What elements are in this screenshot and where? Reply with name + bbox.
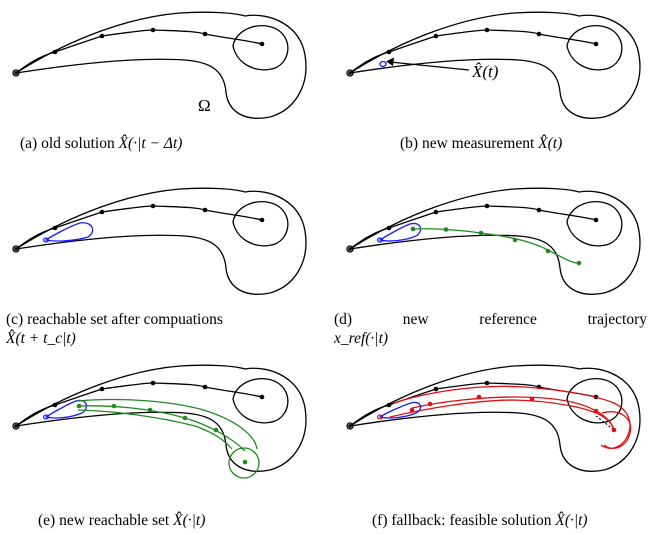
domain-boundary — [349, 364, 641, 472]
trajectory-point — [536, 31, 542, 37]
target-region — [232, 378, 289, 424]
target-region — [232, 25, 289, 71]
trajectory-point — [202, 31, 208, 37]
trajectory-point — [259, 217, 265, 223]
domain-outline — [12, 187, 307, 295]
trajectory-point — [484, 380, 490, 386]
feasible-tube-outer — [393, 385, 631, 450]
reachable-set-blue — [44, 399, 88, 419]
centre-trajectory — [349, 205, 597, 250]
start-marker-inner — [14, 424, 18, 428]
target-region — [566, 201, 623, 247]
terminal-set — [228, 447, 260, 479]
reachable-tube-lower — [77, 409, 233, 450]
centre-trajectory — [15, 29, 263, 74]
start-marker-outer — [346, 69, 354, 77]
trajectory-point — [593, 217, 599, 223]
domain-outline — [346, 364, 641, 472]
start-marker-outer — [12, 422, 20, 430]
domain-boundary — [349, 187, 641, 295]
start-marker-inner — [14, 247, 18, 251]
centre-trajectory — [15, 205, 263, 250]
start-marker-inner — [14, 71, 18, 75]
trajectory-point — [99, 386, 105, 392]
terminal-set — [601, 411, 632, 449]
centre-trajectory — [15, 382, 263, 427]
target-region — [566, 25, 623, 71]
trajectory-point — [52, 225, 58, 231]
caption-c: (c) reachable set after compuations X̂(t… — [6, 311, 223, 347]
arrowhead-icon — [386, 57, 394, 66]
measurement-marker — [42, 414, 50, 420]
reachable-set-blue — [378, 401, 422, 419]
panel-d — [346, 187, 641, 295]
caption-a: (a) old solution X̂(·|t − Δt) — [20, 135, 183, 152]
trajectory-point — [386, 225, 392, 231]
start-marker-outer — [12, 69, 20, 77]
target-region — [232, 201, 289, 247]
trajectory-point — [99, 209, 105, 215]
trajectory-point — [386, 49, 392, 55]
trajectory-point — [150, 380, 156, 386]
trajectory-point — [433, 209, 439, 215]
trajectory-point — [484, 27, 490, 33]
trajectory-point — [150, 203, 156, 209]
domain-outline — [12, 11, 307, 119]
target-region — [566, 378, 623, 424]
trajectory-point — [433, 33, 439, 39]
feasible-trajectory — [411, 396, 615, 431]
caption-f: (f) fallback: feasible solution X̂(·|t) — [372, 512, 588, 529]
trajectory-point — [52, 402, 58, 408]
centre-trajectory — [349, 29, 597, 74]
reference-points — [410, 226, 582, 266]
caption-d-line1: (d) new reference trajectory — [334, 311, 647, 328]
reference-trajectory — [412, 228, 580, 264]
reachable-set-blue — [378, 222, 422, 242]
reachable-set-blue — [44, 222, 94, 242]
measurement-marker — [376, 237, 384, 243]
caption-d: (d) new reference trajectory x_ref(·|t) — [334, 311, 647, 347]
trajectory-point — [386, 402, 392, 408]
panel-b: X̂(t) — [346, 11, 641, 119]
panel-c — [12, 187, 307, 295]
trajectory-point — [99, 33, 105, 39]
trajectory-point — [259, 394, 265, 400]
domain-boundary — [15, 364, 307, 472]
reachable-points — [76, 403, 248, 465]
trajectory-point — [150, 27, 156, 33]
caption-b: (b) new measurement X̂(t) — [400, 135, 563, 152]
domain-outline — [12, 364, 307, 472]
reachable-tube-upper — [76, 398, 258, 450]
trajectory-point — [52, 49, 58, 55]
panel-e — [12, 364, 307, 479]
trajectory-point — [259, 41, 265, 47]
panel-a: Ω — [12, 11, 307, 119]
panel-f — [346, 364, 641, 472]
start-marker-inner — [348, 71, 352, 75]
omega-label: Ω — [198, 96, 211, 115]
domain-outline — [346, 187, 641, 295]
measurement-label: X̂(t) — [471, 62, 499, 81]
centre-trajectory — [349, 382, 597, 427]
trajectory-point — [484, 203, 490, 209]
caption-e: (e) new reachable set X̂(·|t) — [38, 512, 206, 529]
trajectory-point — [202, 384, 208, 390]
trajectory-point — [433, 386, 439, 392]
start-marker-inner — [348, 247, 352, 251]
domain-outline — [346, 11, 641, 119]
trajectory-point — [593, 41, 599, 47]
measurement-marker — [42, 237, 50, 243]
feasible-points — [409, 394, 617, 433]
measurement-marker — [379, 60, 387, 68]
start-marker-outer — [346, 245, 354, 253]
start-marker-inner — [348, 424, 352, 428]
measurement-arrow — [389, 61, 470, 71]
domain-boundary — [15, 187, 307, 295]
start-marker-outer — [346, 422, 354, 430]
trajectory-point — [536, 207, 542, 213]
trajectory-point — [202, 207, 208, 213]
start-marker-outer — [12, 245, 20, 253]
domain-boundary — [349, 11, 641, 119]
domain-boundary — [15, 11, 307, 119]
